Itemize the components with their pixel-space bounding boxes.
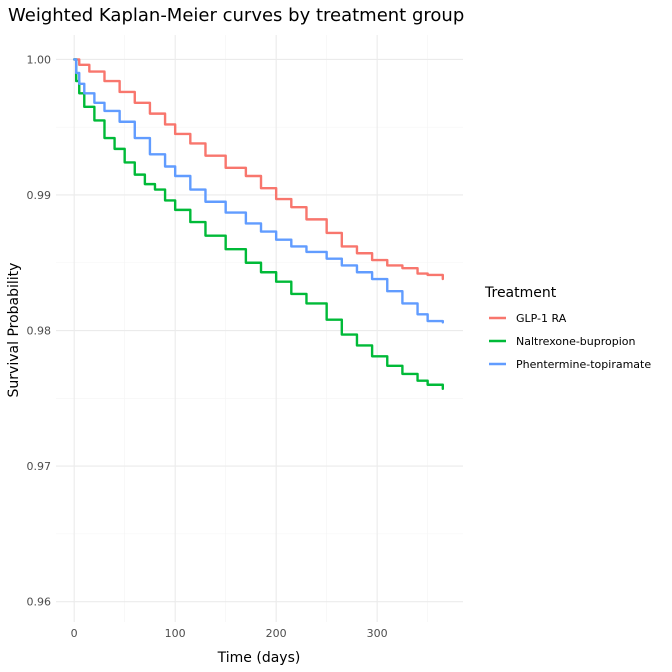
legend-items: GLP-1 RA Naltrexone-bupropion Phentermine-… [489, 312, 651, 371]
x-tick-label: 100 [165, 627, 186, 640]
legend: Treatment GLP-1 RA Naltrexone-bupropion Ph… [484, 285, 651, 371]
x-axis-ticks: 0 100 200 300 [71, 627, 388, 640]
legend-title: Treatment [484, 285, 557, 301]
chart-title: Weighted Kaplan-Meier curves by treatmen… [8, 5, 464, 26]
x-axis-title: Time (days) [217, 650, 301, 666]
x-tick-label: 200 [266, 627, 287, 640]
y-tick-label: 0.99 [27, 189, 52, 202]
y-axis-ticks: 0.96 0.97 0.98 0.99 1.00 [27, 53, 52, 608]
y-tick-label: 0.96 [27, 596, 52, 609]
legend-label-naltrexone-bupropion: Naltrexone-bupropion [516, 335, 636, 348]
series-line-phentermine-topiramate [72, 58, 444, 324]
series-line-glp-1-ra [72, 58, 444, 281]
y-axis-title: Survival Probability [6, 263, 22, 398]
x-tick-label: 0 [71, 627, 78, 640]
legend-label-phentermine-topiramate: Phentermine-topiramate [516, 358, 651, 371]
series-lines [72, 58, 444, 391]
series-line-naltrexone-bupropion [72, 58, 444, 391]
y-tick-label: 0.98 [27, 325, 52, 338]
grid [56, 35, 463, 622]
y-tick-label: 1.00 [27, 53, 52, 66]
y-tick-label: 0.97 [27, 460, 52, 473]
legend-label-glp-1-ra: GLP-1 RA [516, 312, 567, 325]
x-tick-label: 300 [367, 627, 388, 640]
